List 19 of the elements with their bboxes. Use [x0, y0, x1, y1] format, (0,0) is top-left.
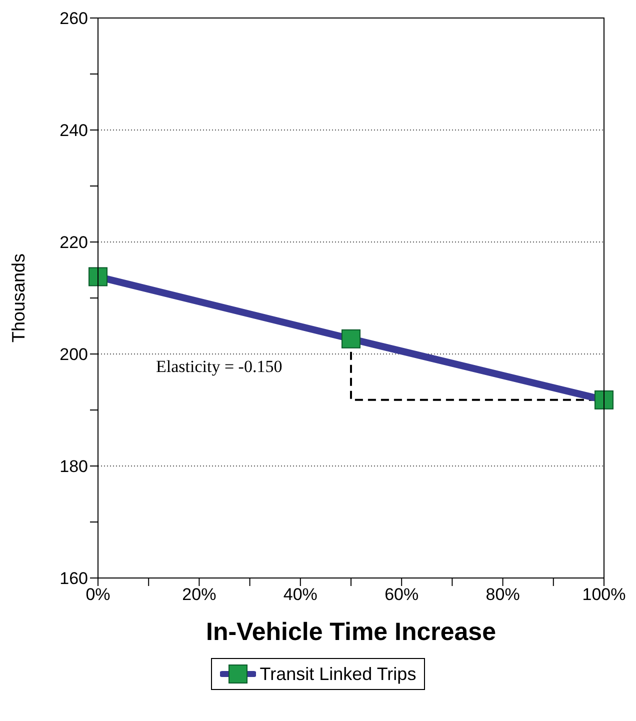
x-tick-label: 80% — [486, 585, 520, 604]
y-tick-label: 200 — [60, 345, 88, 364]
legend-label: Transit Linked Trips — [260, 664, 416, 684]
x-tick-label: 40% — [283, 585, 318, 604]
annotation: Elasticity = -0.150 — [156, 357, 282, 378]
y-axis-title: Thousands — [8, 253, 28, 343]
x-tick-label: 0% — [86, 585, 110, 604]
x-tick-label: 60% — [384, 585, 419, 604]
point — [88, 267, 108, 286]
x-axis-title: In-Vehicle Time Increase — [206, 618, 496, 646]
y-tick-label: 180 — [60, 457, 88, 476]
point — [594, 390, 614, 410]
y-tick-label: 220 — [60, 233, 88, 252]
x-tick-label: 20% — [182, 585, 216, 604]
y-tick-label: 160 — [60, 569, 88, 588]
x-tick-label: 100% — [582, 585, 626, 604]
y-tick-label: 240 — [60, 121, 88, 140]
y-tick-label: 260 — [60, 9, 88, 28]
point — [342, 329, 360, 348]
